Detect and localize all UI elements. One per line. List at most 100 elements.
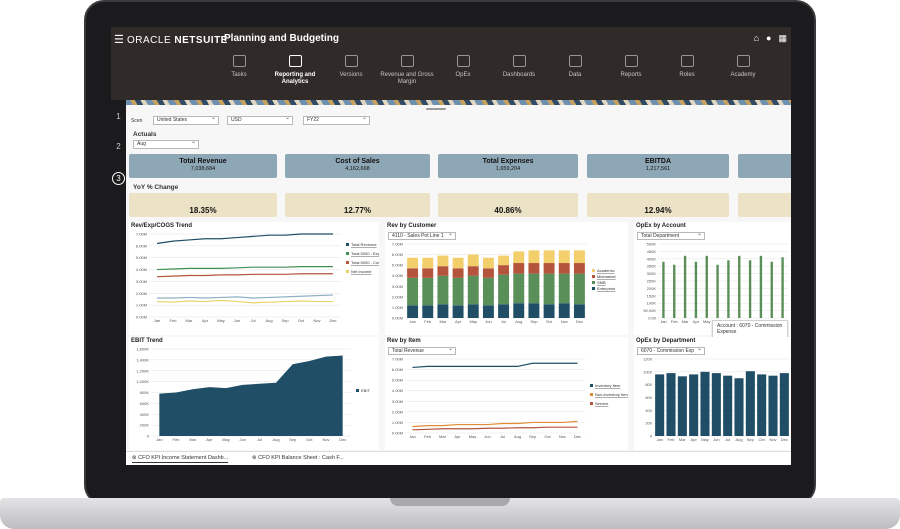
kpi-cost-of-sales[interactable]: Cost of Sales 4,162,668 — [285, 154, 430, 178]
nav-item-label: Reporting and Analytics — [274, 72, 316, 85]
rev-by-item-chart[interactable]: 0.00M 1.00M 2.00M 3.00M 4.00M 5.00M 6.00M 7.00M… — [385, 337, 630, 450]
bar — [482, 257, 494, 269]
top-icons: ⌂ ● ▦ — [754, 33, 787, 44]
bar — [437, 266, 449, 276]
x-tick-label: Jun — [713, 437, 719, 442]
x-tick-label: Oct — [546, 319, 553, 324]
bar — [467, 304, 479, 318]
nav-item-9[interactable]: Academy — [715, 55, 771, 86]
bar — [558, 263, 570, 274]
rev-exp-cogs-chart[interactable]: 0.00M 1.00M 2.00M 3.00M 4.00M 5.00M 6.00M 7.00M… — [129, 222, 408, 335]
kpi-total-expenses[interactable]: Total Expenses 1,659,204 — [438, 154, 578, 178]
tab-balance-sheet[interactable]: ⊗ CFO KPI Balance Sheet : Cash F... — [252, 455, 344, 461]
drag-handle[interactable] — [426, 108, 446, 110]
panel-opex-by-department: OpEx by Department 6070 - Commission Exp… — [634, 337, 791, 450]
nav-item-label: Tasks — [231, 72, 247, 78]
bar — [528, 273, 540, 304]
y-tick-label: 6.00M — [136, 243, 147, 248]
nav-item-label: Data — [568, 72, 582, 78]
x-tick-label: Nov — [559, 434, 566, 439]
x-tick-label: Jan — [409, 319, 415, 324]
nav-item-0[interactable]: Tasks — [211, 55, 267, 86]
year-select[interactable]: FY22 — [303, 115, 370, 125]
y-tick-label: 0 — [650, 434, 653, 439]
nav-item-icon — [568, 55, 582, 67]
tab-income-statement[interactable]: ⊗ CFO KPI Income Statement Dashb... — [132, 455, 229, 463]
series-line — [157, 294, 334, 299]
x-tick-label: May — [703, 319, 711, 324]
kpi-overflow[interactable] — [738, 154, 791, 178]
bar — [759, 255, 763, 318]
step-3-active[interactable]: 3 — [112, 172, 125, 185]
step-2[interactable]: 2 — [116, 142, 121, 151]
menu-icon[interactable]: ☰ — [114, 34, 124, 46]
opex-by-account-chart[interactable]: 0.00 50.00K 100K 150K 200K 250K 300K 350K 400K 45… — [634, 222, 791, 335]
tooltip-line-2: Expense — [717, 329, 737, 335]
nav-item-8[interactable]: Roles — [659, 55, 715, 86]
country-select[interactable]: United States — [153, 115, 219, 125]
legend-swatch — [592, 287, 595, 290]
bar — [452, 268, 464, 278]
x-tick-label: Jul — [500, 434, 505, 439]
mic-icon[interactable]: ● — [766, 33, 772, 43]
customer-account-select[interactable]: 4110 - Sales Pot Line 1 — [388, 231, 456, 240]
nav-item-7[interactable]: Reports — [603, 55, 659, 86]
bar — [467, 254, 479, 267]
legend-label: Inventory Item — [595, 383, 621, 388]
yoy-total-expenses: 40.86% — [438, 193, 578, 217]
account-department-select[interactable]: Total Department — [637, 231, 705, 240]
home-icon[interactable]: ⌂ — [753, 33, 760, 43]
y-tick-label: 50.00K — [643, 308, 656, 313]
panel-opex-by-account: OpEx by Account Total Department 0.00 50.… — [634, 222, 791, 338]
tab-label: CFO KPI Income Statement Dashb... — [138, 455, 229, 461]
y-tick-label: 400K — [647, 256, 657, 261]
bar — [666, 373, 676, 436]
y-tick-label: 1000 — [643, 369, 653, 374]
bar — [482, 268, 494, 278]
bar — [543, 250, 555, 264]
bar — [543, 304, 555, 318]
y-tick-label: 150K — [647, 293, 657, 298]
x-tick-label: May — [469, 319, 477, 324]
currency-select[interactable]: USD — [227, 115, 293, 125]
y-tick-label: 4.00M — [392, 273, 403, 278]
opex-by-department-chart[interactable]: 0 200 400 600 800 1000 1200 Jan Feb Mar Apr May Jun J… — [634, 337, 791, 450]
x-tick-label: Mar — [682, 319, 690, 324]
bar — [498, 255, 510, 266]
brand-logo[interactable]: ORACLE NETSUITE — [127, 35, 228, 46]
x-tick-label: Apr — [691, 437, 698, 442]
month-select[interactable]: Aug — [133, 139, 199, 149]
nav-item-3[interactable]: Revenue and Gross Margin — [379, 55, 435, 86]
nav-item-label: Roles — [679, 72, 695, 78]
x-tick-label: Nov — [769, 437, 776, 442]
x-tick-label: Sep — [747, 437, 755, 442]
bar — [558, 273, 570, 304]
bar — [513, 251, 525, 264]
dashboard-content: Scen United States USD FY22 Actuals Aug … — [126, 105, 791, 465]
nav-item-5[interactable]: Dashboards — [491, 55, 547, 86]
x-tick-label: Apr — [455, 319, 462, 324]
nav-item-4[interactable]: OpEx — [435, 55, 491, 86]
ebit-trend-chart[interactable]: 0 200K 400K 600K 800K 1,000K 1,200K 1,400K 1,600… — [129, 337, 379, 450]
bar — [482, 277, 494, 306]
kpi-value: 1,217,561 — [645, 166, 671, 172]
yoy-ebitda: 12.94% — [587, 193, 729, 217]
bar — [482, 305, 494, 318]
nav-item-1[interactable]: Reporting and Analytics — [267, 55, 323, 86]
rev-by-customer-chart[interactable]: 0.00M 1.00M 2.00M 3.00M 4.00M 5.00M 6.00M 7.00M… — [385, 222, 628, 335]
y-tick-label: 0.00 — [648, 316, 657, 321]
department-account-select[interactable]: 6070 - Commission Exp — [637, 346, 705, 355]
nav-item-6[interactable]: Data — [547, 55, 603, 86]
step-1[interactable]: 1 — [116, 112, 121, 121]
y-tick-label: 3.00M — [392, 399, 403, 404]
x-tick-label: Dec — [574, 434, 581, 439]
item-revenue-select[interactable]: Total Revenue — [388, 346, 456, 355]
kpi-total-revenue[interactable]: Total Revenue 7,038,684 — [129, 154, 277, 178]
kpi-ebitda[interactable]: EBITDA 1,217,561 — [587, 154, 729, 178]
bar — [558, 250, 570, 264]
y-tick-label: 6.00M — [392, 367, 403, 372]
nav-item-2[interactable]: Versions — [323, 55, 379, 86]
legend-label: Total Revenue — [351, 242, 377, 247]
apps-grid-icon[interactable]: ▦ — [778, 33, 787, 43]
x-tick-label: Jan — [656, 437, 662, 442]
